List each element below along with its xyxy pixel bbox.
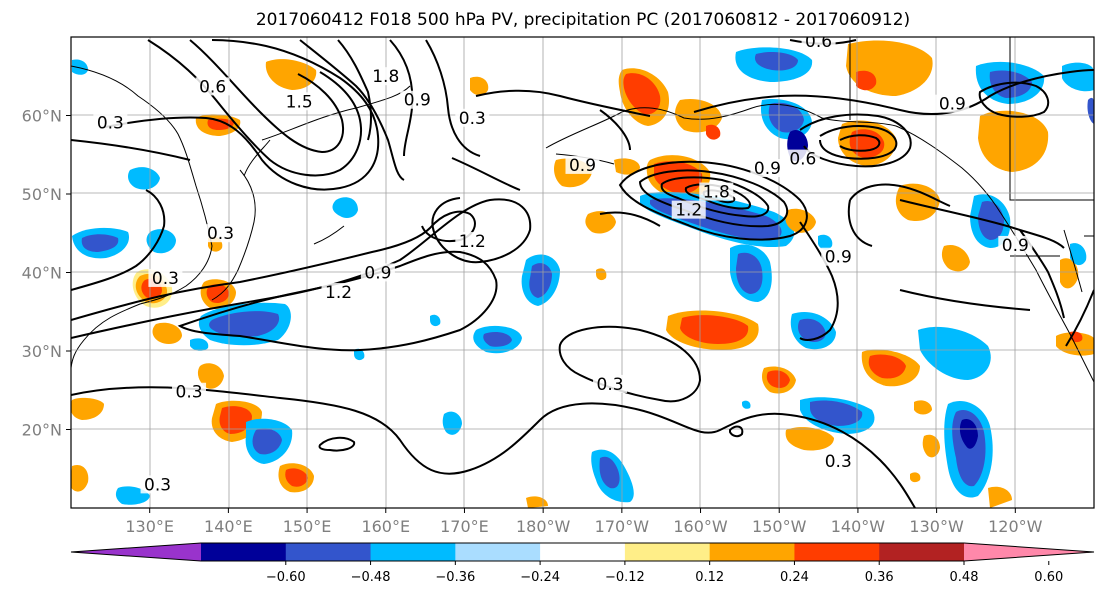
contour-label: 1.5: [286, 92, 313, 112]
contour-label-halo: [172, 382, 207, 401]
contour-label-halo: [593, 374, 628, 393]
colorbar-tick-label: 0.48: [950, 570, 979, 585]
contour-label-halo: [282, 92, 317, 111]
contour-label-halo: [368, 67, 403, 86]
contour-label: 0.9: [569, 156, 596, 176]
colorbar-bin: [370, 543, 456, 561]
colorbar-bin: [455, 543, 541, 561]
colorbar-tick-label: −0.60: [266, 570, 306, 585]
figure-title: 2017060412 F018 500 hPa PV, precipitatio…: [256, 10, 910, 30]
contour-label-halo: [455, 108, 490, 127]
lat-tick-label: 30°N: [22, 342, 62, 361]
lon-tick-label: 140°W: [831, 517, 886, 536]
lat-tick-label: 60°N: [22, 107, 62, 126]
lat-tick-label: 50°N: [22, 185, 62, 204]
lon-tick-label: 150°E: [283, 517, 332, 536]
contour-label: 0.3: [97, 113, 124, 133]
colorbar: −0.60 −0.48 −0.36 −0.24 −0.12 0.12 0.24 0.36 0.4…: [70, 542, 1095, 585]
contour-label-halo: [148, 268, 183, 287]
colorbar-bin: [624, 543, 711, 561]
longitude-axis: 130°E 140°E 150°E 160°E 170°E 180°W 170°W 160°W…: [125, 508, 1043, 536]
colorbar-bin: [285, 543, 372, 561]
contour-label: 0.3: [597, 375, 624, 395]
contour-label-halo: [400, 90, 435, 109]
map-panel: 0.6 0.3 1.8 1.5 0.9 0.3 0.9 1.2 0.9 1.2 0.3 0.3 0.3 0…: [22, 32, 1095, 536]
contour-label: 0.9: [754, 159, 781, 179]
contour-label: 0.9: [1002, 236, 1029, 256]
colorbar-extend-min: [71, 543, 201, 561]
contour-label: 0.3: [207, 224, 234, 244]
contour-label: 0.9: [939, 95, 966, 115]
contour-label-halo: [195, 77, 230, 96]
lon-tick-label: 130°E: [125, 517, 174, 536]
contour-label: 1.2: [459, 232, 486, 252]
contour-label-halo: [821, 451, 856, 470]
contour-label: 0.3: [152, 269, 179, 289]
pv-contour-labels: 0.6 0.3 1.8 1.5 0.9 0.3 0.9 1.2 0.9 1.2 0.3 0.3 0.3 0…: [93, 32, 1033, 495]
colorbar-bin: [709, 543, 795, 561]
contour-label-halo: [565, 155, 600, 174]
contour-label: 1.2: [325, 283, 352, 303]
contour-label-halo: [140, 475, 175, 494]
lon-tick-label: 140°E: [204, 517, 253, 536]
contour-label: 0.3: [459, 109, 486, 129]
contour-label-halo: [998, 235, 1033, 254]
colorbar-outline: [70, 542, 1095, 562]
contour-label: 0.9: [404, 91, 431, 111]
lon-tick-label: 160°E: [361, 517, 410, 536]
lon-tick-label: 160°W: [673, 517, 728, 536]
lon-tick-label: 120°W: [988, 517, 1043, 536]
colorbar-tick-label: 0.36: [865, 570, 894, 585]
contour-label: 0.9: [825, 248, 852, 268]
colorbar-tick-label: −0.36: [435, 570, 475, 585]
coastlines: [71, 37, 1094, 383]
contour-label-halo: [821, 247, 856, 266]
contour-label: 0.6: [199, 77, 226, 97]
lon-tick-label: 170°W: [595, 517, 650, 536]
colorbar-bin: [540, 543, 626, 561]
colorbar-bin: [794, 543, 880, 561]
colorbar-tick-label: −0.48: [351, 570, 391, 585]
contour-label: 0.3: [825, 452, 852, 472]
contour-label-halo: [671, 200, 706, 219]
contour-label-halo: [455, 232, 490, 251]
lon-tick-label: 170°E: [440, 517, 489, 536]
colorbar-tick-label: 0.60: [1034, 570, 1063, 585]
contour-label: 0.3: [144, 475, 171, 495]
latitude-axis: 60°N 50°N 40°N 30°N 20°N: [22, 107, 71, 440]
contour-label: 0.6: [805, 32, 832, 52]
lon-tick-label: 180°W: [516, 517, 571, 536]
colorbar-bin: [201, 543, 287, 561]
contour-label: 1.8: [703, 183, 730, 203]
contour-label-halo: [785, 149, 820, 168]
contour-label-halo: [750, 159, 785, 178]
contour-label: 1.2: [675, 201, 702, 221]
contour-label: 0.6: [789, 150, 816, 170]
lat-tick-label: 20°N: [22, 421, 62, 440]
colorbar-bin: [879, 543, 965, 561]
lon-tick-label: 150°W: [752, 517, 807, 536]
contour-label-halo: [360, 263, 395, 282]
contour-label-halo: [203, 224, 238, 243]
colorbar-extend-max: [964, 543, 1094, 561]
contour-label: 0.9: [364, 263, 391, 283]
contour-label-halo: [935, 94, 970, 113]
contour-label-halo: [801, 37, 836, 50]
colorbar-tick-label: −0.12: [605, 570, 645, 585]
contour-label-halo: [699, 182, 734, 201]
contour-label: 1.8: [372, 67, 399, 87]
colorbar-tick-label: −0.24: [520, 570, 560, 585]
colorbar-tick-label: 0.12: [695, 570, 724, 585]
colorbar-tick-label: 0.24: [780, 570, 809, 585]
contour-label: 0.3: [176, 383, 203, 403]
lon-tick-label: 130°W: [909, 517, 964, 536]
contour-label-halo: [93, 113, 128, 132]
contour-label-halo: [321, 283, 356, 302]
lat-tick-label: 40°N: [22, 264, 62, 283]
